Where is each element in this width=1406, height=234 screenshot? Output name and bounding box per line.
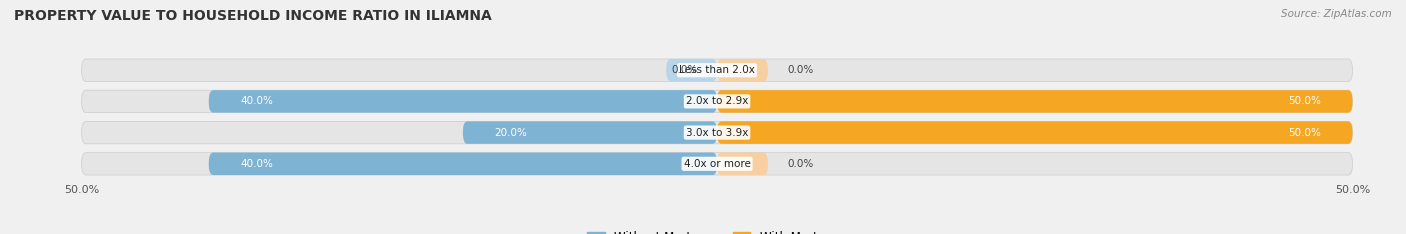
- FancyBboxPatch shape: [717, 153, 768, 175]
- FancyBboxPatch shape: [717, 59, 768, 81]
- FancyBboxPatch shape: [82, 59, 1353, 81]
- Text: 0.0%: 0.0%: [787, 65, 813, 75]
- Text: 2.0x to 2.9x: 2.0x to 2.9x: [686, 96, 748, 106]
- Text: 0.0%: 0.0%: [672, 65, 697, 75]
- Text: 50.0%: 50.0%: [1288, 128, 1320, 138]
- FancyBboxPatch shape: [717, 121, 1353, 144]
- Legend: Without Mortgage, With Mortgage: Without Mortgage, With Mortgage: [582, 226, 852, 234]
- Text: Source: ZipAtlas.com: Source: ZipAtlas.com: [1281, 9, 1392, 19]
- FancyBboxPatch shape: [208, 153, 717, 175]
- Text: 40.0%: 40.0%: [240, 159, 273, 169]
- Text: 0.0%: 0.0%: [787, 159, 813, 169]
- FancyBboxPatch shape: [82, 90, 1353, 113]
- Text: 4.0x or more: 4.0x or more: [683, 159, 751, 169]
- FancyBboxPatch shape: [666, 59, 717, 81]
- Text: PROPERTY VALUE TO HOUSEHOLD INCOME RATIO IN ILIAMNA: PROPERTY VALUE TO HOUSEHOLD INCOME RATIO…: [14, 9, 492, 23]
- Text: 3.0x to 3.9x: 3.0x to 3.9x: [686, 128, 748, 138]
- FancyBboxPatch shape: [463, 121, 717, 144]
- FancyBboxPatch shape: [82, 153, 1353, 175]
- Text: 50.0%: 50.0%: [1288, 96, 1320, 106]
- FancyBboxPatch shape: [208, 90, 717, 113]
- Text: 40.0%: 40.0%: [240, 96, 273, 106]
- Text: 20.0%: 20.0%: [495, 128, 527, 138]
- FancyBboxPatch shape: [82, 121, 1353, 144]
- Text: Less than 2.0x: Less than 2.0x: [679, 65, 755, 75]
- FancyBboxPatch shape: [717, 90, 1353, 113]
